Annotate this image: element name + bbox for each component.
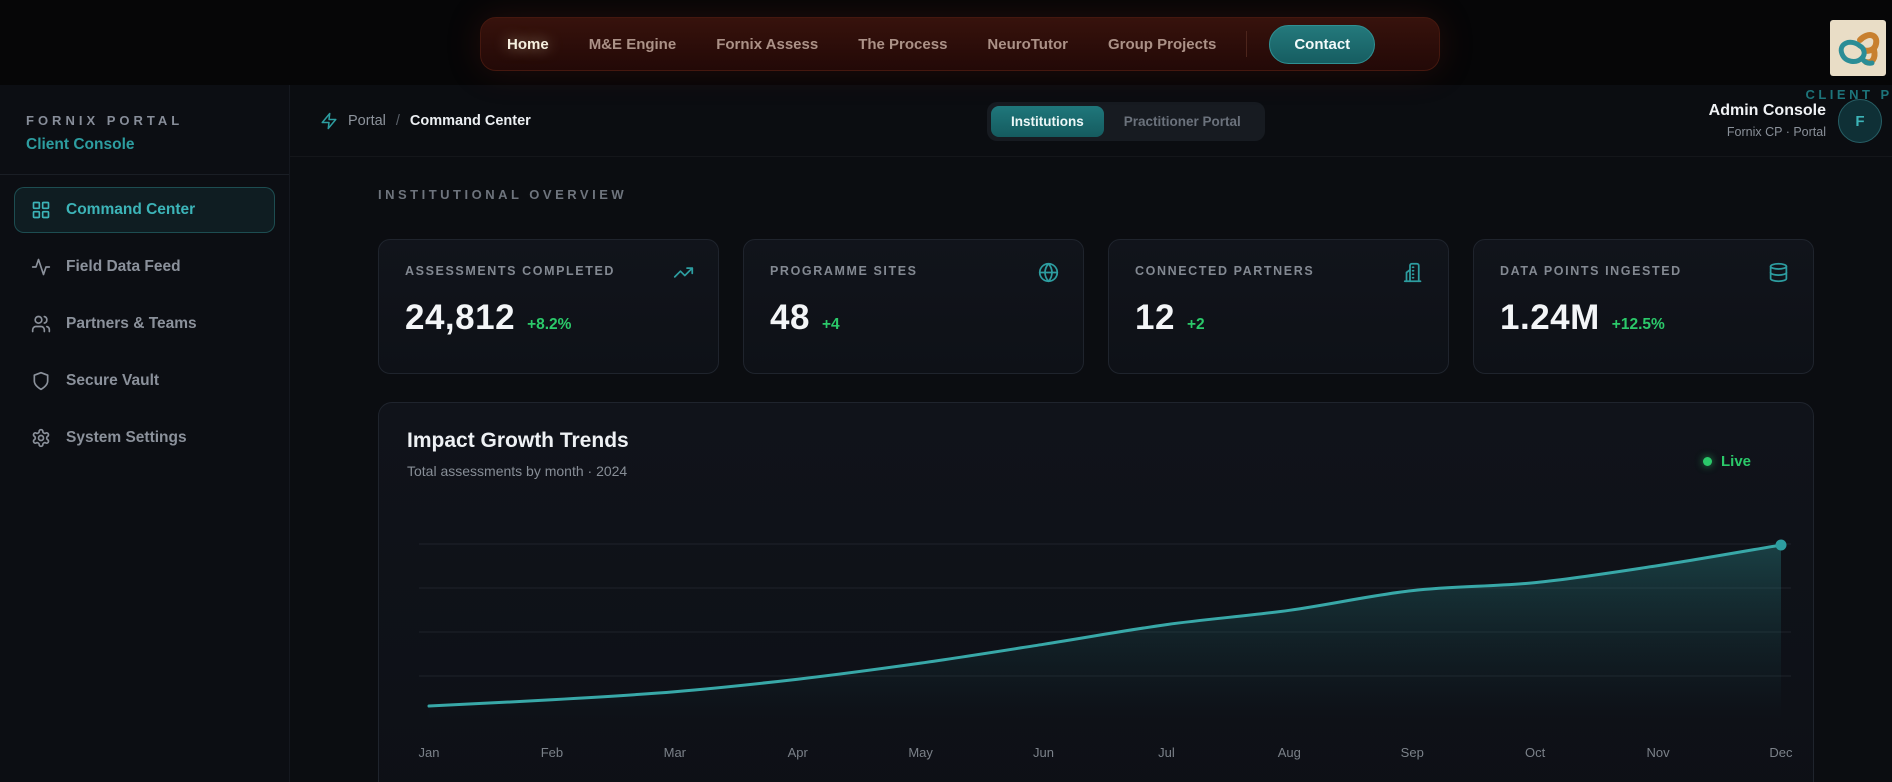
avatar[interactable]: F [1838, 99, 1882, 143]
area-chart [419, 539, 1791, 721]
chart-subtitle: Total assessments by month · 2024 [407, 463, 628, 479]
brand-logo[interactable] [1830, 20, 1886, 76]
gear-icon [32, 428, 50, 448]
brand-logo-icon [1838, 32, 1880, 66]
portal-toggle: Institutions Practitioner Portal [987, 102, 1265, 141]
sidebar-brand-title: FORNIX PORTAL [26, 113, 184, 128]
stat-delta: +8.2% [527, 316, 572, 333]
sidebar-item-label: Field Data Feed [66, 258, 181, 275]
stat-delta: +12.5% [1611, 316, 1665, 333]
sidebar-item-label: Partners & Teams [66, 315, 197, 332]
stat-value: 24,812 [405, 298, 516, 337]
sidebar-header: FORNIX PORTAL Client Console [0, 85, 289, 174]
top-band: Home M&E Engine Fornix Assess The Proces… [0, 0, 1892, 85]
x-tick: Oct [1525, 745, 1546, 760]
database-icon [1768, 262, 1789, 288]
main-nav: Home M&E Engine Fornix Assess The Proces… [480, 17, 1440, 71]
stat-card-data-points: DATA POINTS INGESTED 1.24M +12.5% [1473, 239, 1814, 374]
stat-value: 1.24M [1500, 298, 1600, 337]
toggle-option-practitioner-portal[interactable]: Practitioner Portal [1123, 114, 1241, 129]
client-portal-label: CLIENT PORTAL [1805, 87, 1892, 102]
stat-card-programme-sites: PROGRAMME SITES 48 +4 [743, 239, 1084, 374]
sidebar-item-label: System Settings [66, 429, 187, 446]
x-tick: Nov [1646, 745, 1670, 760]
chart-card: Impact Growth Trends Total assessments b… [378, 402, 1814, 782]
x-tick: Jul [1158, 745, 1175, 760]
sidebar-item-label: Secure Vault [66, 372, 160, 389]
contact-button[interactable]: Contact [1269, 24, 1376, 64]
stat-label: DATA POINTS INGESTED [1500, 264, 1682, 278]
x-tick: Dec [1769, 745, 1793, 760]
stat-delta: +2 [1186, 316, 1205, 333]
x-tick: Aug [1277, 745, 1301, 760]
section-title: INSTITUTIONAL OVERVIEW [378, 187, 628, 202]
x-tick: Jan [418, 745, 440, 760]
live-label: Live [1720, 453, 1751, 470]
account-meta: Fornix CP · Portal [1726, 125, 1826, 139]
stat-value: 48 [770, 298, 810, 337]
stat-value: 12 [1135, 298, 1175, 337]
sidebar-item-partners-teams[interactable]: Partners & Teams [14, 301, 275, 347]
sidebar-item-field-data-feed[interactable]: Field Data Feed [14, 244, 275, 290]
zap-icon [321, 112, 337, 130]
breadcrumb-separator: / [395, 113, 400, 129]
live-dot-icon [1702, 457, 1712, 466]
globe-icon [1038, 262, 1059, 288]
account-name: Admin Console [1708, 102, 1826, 119]
toggle-option-institutions[interactable]: Institutions [991, 106, 1104, 137]
chart-x-axis-labels: Jan Feb Mar Apr May Jun Jul Aug Sep Oct … [409, 745, 1801, 760]
sidebar-item-label: Command Center [66, 201, 196, 218]
account-info: Admin Console Fornix CP · Portal [1709, 102, 1826, 139]
nav-item-the-process[interactable]: The Process [858, 35, 948, 53]
building-icon [1403, 262, 1424, 288]
stat-label: CONNECTED PARTNERS [1135, 264, 1315, 278]
stat-card-connected-partners: CONNECTED PARTNERS 12 +2 [1108, 239, 1449, 374]
shield-icon [33, 371, 49, 391]
trending-up-icon [673, 262, 694, 288]
breadcrumb: Portal / Command Center [320, 85, 531, 157]
chart-title: Impact Growth Trends [407, 429, 629, 452]
stat-card-assessments: ASSESSMENTS COMPLETED 24,812 +8.2% [378, 239, 719, 374]
sidebar: FORNIX PORTAL Client Console Command Cen… [0, 85, 290, 782]
nav-divider [1246, 31, 1248, 57]
x-tick: May [908, 745, 933, 760]
breadcrumb-root[interactable]: Portal [348, 113, 386, 129]
breadcrumb-current: Command Center [409, 113, 531, 129]
stat-label: PROGRAMME SITES [770, 264, 918, 278]
x-tick: Apr [787, 745, 808, 760]
nav-item-home[interactable]: Home [507, 35, 549, 53]
sidebar-brand-subtitle: Client Console [26, 136, 135, 153]
x-tick: Mar [663, 745, 686, 760]
sidebar-item-secure-vault[interactable]: Secure Vault [14, 358, 275, 404]
x-tick: Feb [540, 745, 564, 760]
x-tick: Jun [1033, 745, 1055, 760]
grid-icon [32, 201, 50, 219]
main-content: Portal / Command Center Institutions Pra… [290, 85, 1892, 782]
stats-row: ASSESSMENTS COMPLETED 24,812 +8.2% PROGR… [378, 239, 1814, 374]
live-badge: Live [1702, 453, 1751, 470]
nav-item-me-engine[interactable]: M&E Engine [588, 35, 677, 53]
users-icon [31, 315, 51, 333]
nav-item-neurotutor[interactable]: NeuroTutor [987, 35, 1068, 53]
stat-label: ASSESSMENTS COMPLETED [405, 264, 616, 278]
sidebar-item-system-settings[interactable]: System Settings [14, 415, 275, 461]
sidebar-divider [0, 174, 289, 175]
activity-icon [31, 258, 51, 276]
x-tick: Sep [1400, 745, 1424, 760]
page-header: Portal / Command Center Institutions Pra… [290, 85, 1892, 157]
main-nav-items: Home M&E Engine Fornix Assess The Proces… [507, 36, 1216, 53]
nav-item-fornix-assess[interactable]: Fornix Assess [716, 35, 819, 53]
stat-delta: +4 [821, 316, 840, 333]
sidebar-item-command-center[interactable]: Command Center [14, 187, 275, 233]
nav-item-group-projects[interactable]: Group Projects [1107, 35, 1217, 53]
